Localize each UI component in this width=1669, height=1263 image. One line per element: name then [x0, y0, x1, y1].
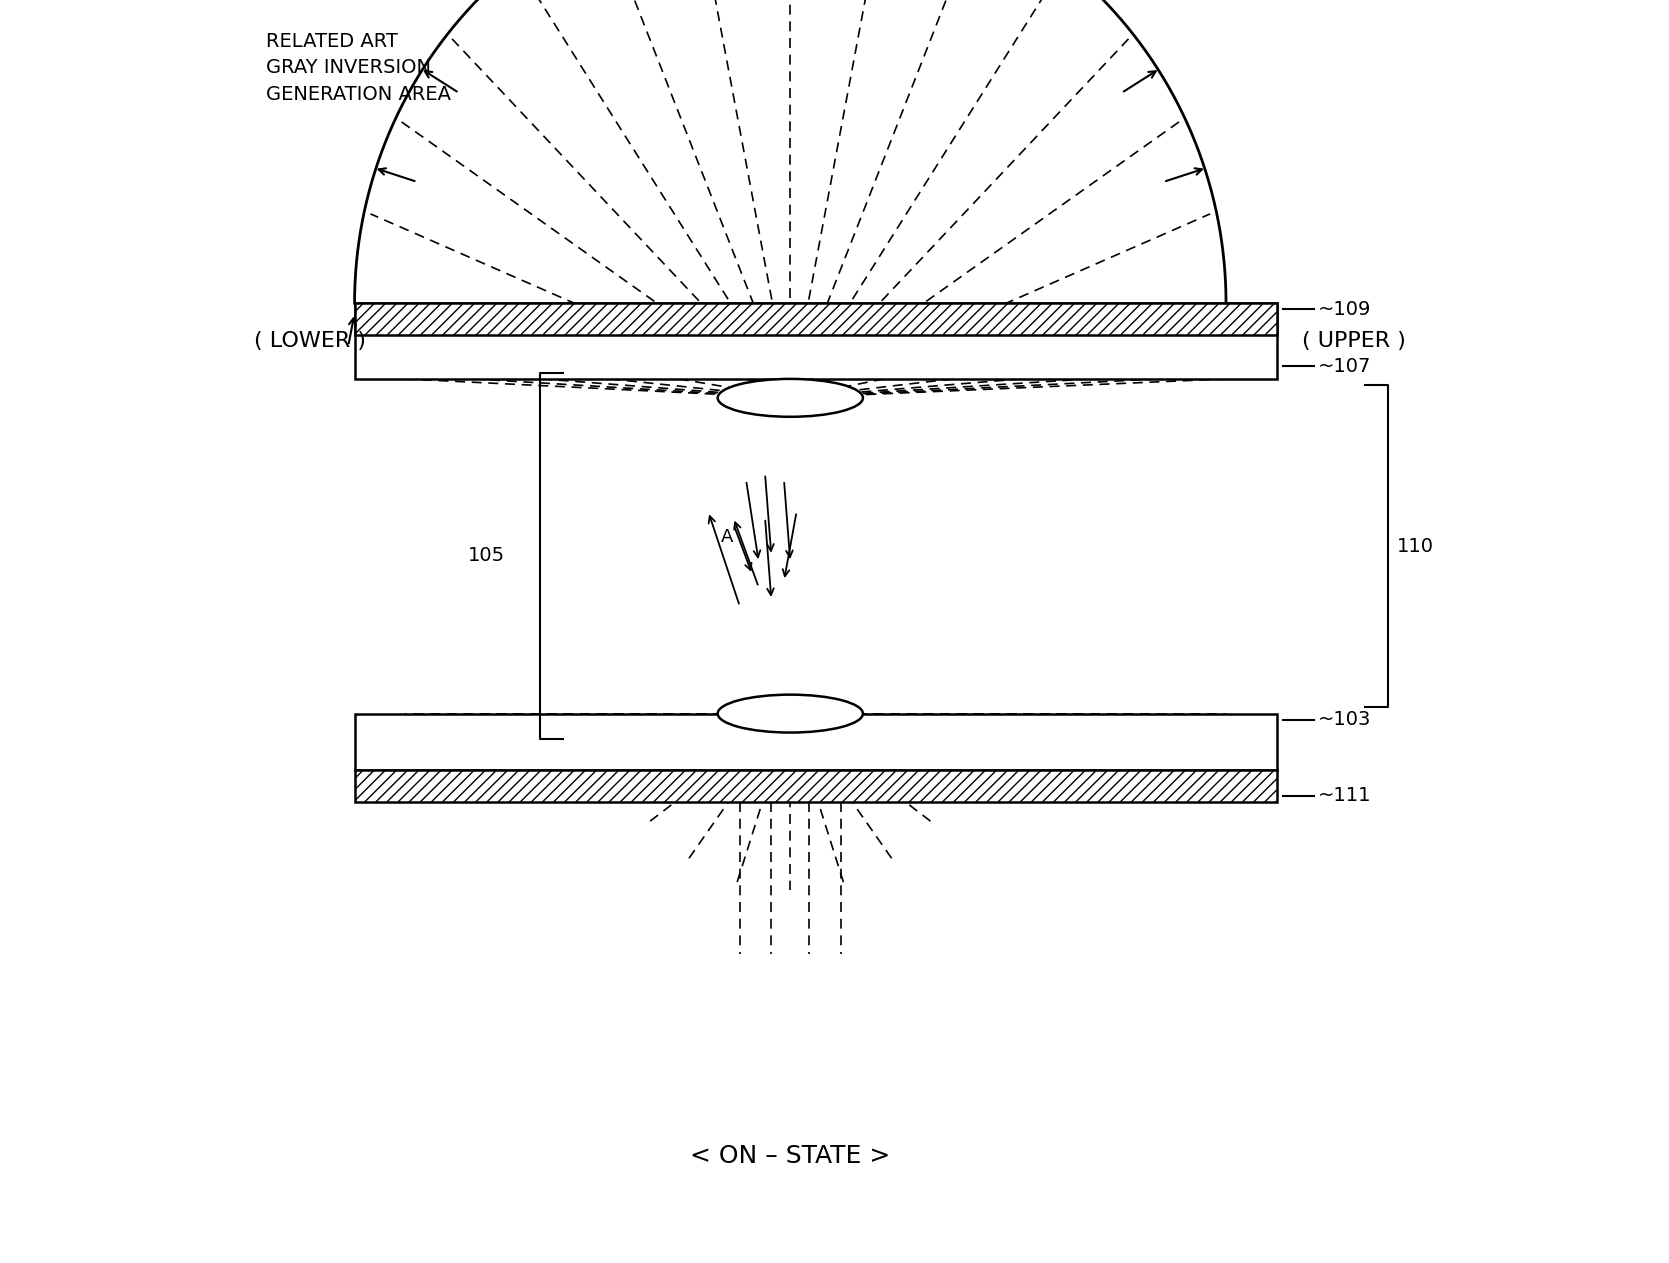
Text: ( UPPER ): ( UPPER ) — [1302, 331, 1405, 351]
Ellipse shape — [718, 695, 863, 733]
Text: ( LOWER ): ( LOWER ) — [254, 331, 366, 351]
Text: 105: 105 — [469, 546, 506, 566]
Text: < ON – STATE >: < ON – STATE > — [691, 1143, 891, 1168]
Bar — [354, 303, 1277, 335]
Text: ~111: ~111 — [1319, 786, 1372, 806]
Text: RELATED ART
GRAY INVERSION
GENERATION AREA: RELATED ART GRAY INVERSION GENERATION AR… — [265, 32, 451, 104]
Ellipse shape — [718, 379, 863, 417]
Bar — [354, 770, 1277, 802]
Bar — [354, 714, 1277, 770]
Text: 110: 110 — [1397, 537, 1434, 556]
Text: A: A — [721, 528, 733, 546]
Text: ~103: ~103 — [1319, 710, 1372, 730]
Text: ~107: ~107 — [1319, 356, 1372, 376]
Bar — [354, 303, 1277, 379]
Text: ~109: ~109 — [1319, 299, 1372, 320]
